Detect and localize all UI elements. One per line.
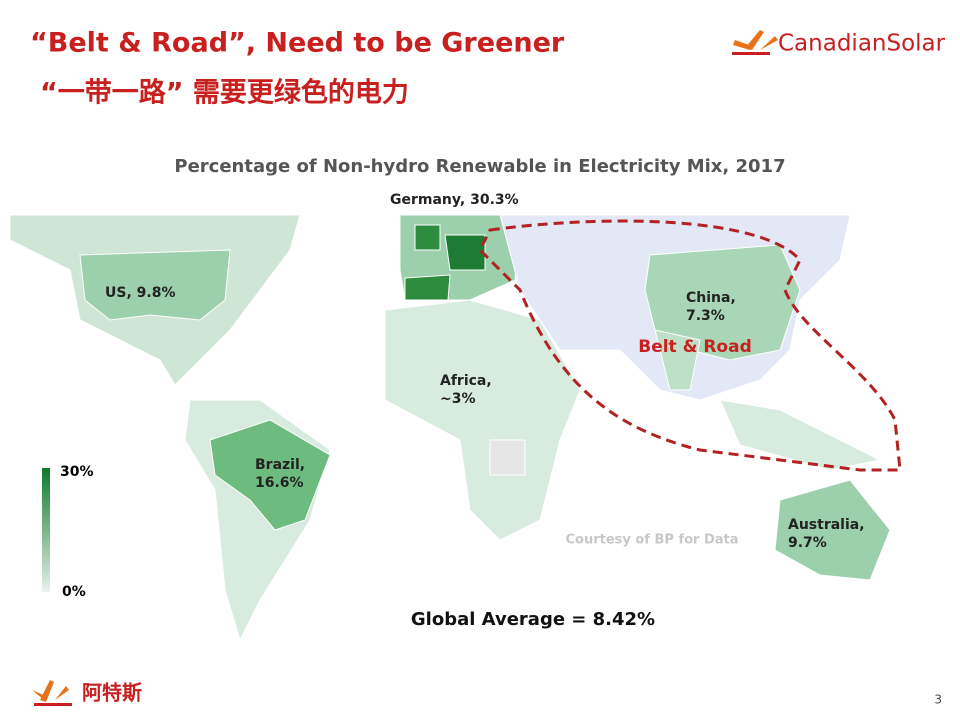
country-label: 7.3% bbox=[686, 308, 725, 324]
country-labels: Germany, 30.3% US, 9.8% China, 7.3% Africa, ~… bbox=[105, 192, 865, 551]
country-label: Brazil, bbox=[255, 457, 305, 473]
country-label: Africa, bbox=[440, 373, 492, 389]
global-average: Global Average = 8.42% bbox=[411, 609, 655, 630]
country-label: 9.7% bbox=[788, 535, 827, 551]
title-en: “Belt & Road”, Need to be Greener bbox=[30, 28, 565, 59]
map-title: Percentage of Non-hydro Renewable in Ele… bbox=[174, 156, 785, 177]
country-label: ~3% bbox=[440, 391, 476, 407]
page-number: 3 bbox=[934, 693, 942, 707]
world-map bbox=[9, 214, 891, 642]
country-label: China, bbox=[686, 290, 736, 306]
belt-road-outline bbox=[478, 219, 902, 472]
title-zh: “一带一路” 需要更绿色的电力 bbox=[40, 77, 409, 109]
legend-bar bbox=[42, 468, 50, 592]
country-label: 16.6% bbox=[255, 475, 304, 491]
footer-logo: 阿特斯 bbox=[82, 681, 142, 705]
legend-max: 30% bbox=[60, 464, 94, 480]
logo-icon bbox=[732, 30, 778, 55]
logo: CanadianSolar bbox=[778, 31, 946, 57]
country-label: Germany, 30.3% bbox=[390, 192, 519, 208]
region-label: Belt & Road bbox=[638, 337, 752, 357]
footer-logo-icon bbox=[32, 680, 72, 706]
credit: Courtesy of BP for Data bbox=[565, 533, 738, 548]
country-label: Australia, bbox=[788, 517, 865, 533]
legend-min: 0% bbox=[62, 584, 86, 600]
country-label: US, 9.8% bbox=[105, 285, 175, 301]
